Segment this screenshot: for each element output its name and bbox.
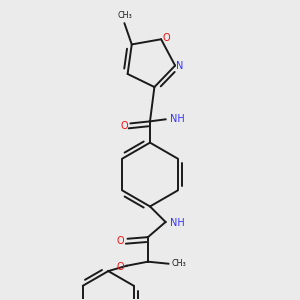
Text: CH₃: CH₃ xyxy=(171,259,186,268)
Text: O: O xyxy=(116,262,124,272)
Text: NH: NH xyxy=(170,218,185,228)
Text: O: O xyxy=(162,33,170,43)
Text: N: N xyxy=(176,61,184,70)
Text: O: O xyxy=(120,121,127,131)
Text: O: O xyxy=(116,236,124,246)
Text: CH₃: CH₃ xyxy=(117,11,132,20)
Text: NH: NH xyxy=(169,113,184,124)
